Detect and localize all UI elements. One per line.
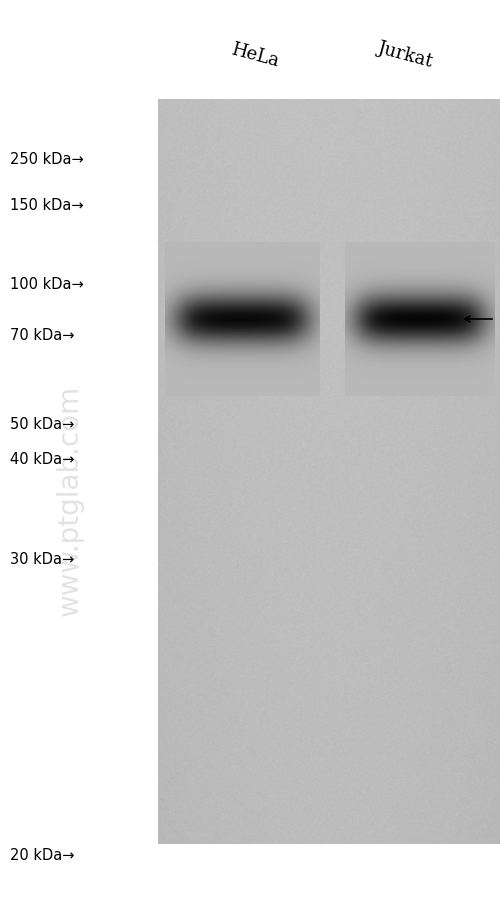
Text: Jurkat: Jurkat [376, 39, 434, 71]
Text: 50 kDa→: 50 kDa→ [10, 417, 74, 432]
Text: www.ptglab.com: www.ptglab.com [56, 384, 84, 615]
Text: 20 kDa→: 20 kDa→ [10, 847, 74, 861]
Text: 30 kDa→: 30 kDa→ [10, 552, 74, 566]
Text: 40 kDa→: 40 kDa→ [10, 452, 74, 467]
Text: 150 kDa→: 150 kDa→ [10, 198, 84, 212]
Text: 250 kDa→: 250 kDa→ [10, 152, 84, 167]
Text: HeLa: HeLa [229, 40, 281, 70]
Text: 100 kDa→: 100 kDa→ [10, 277, 84, 292]
Text: 70 kDa→: 70 kDa→ [10, 327, 74, 342]
